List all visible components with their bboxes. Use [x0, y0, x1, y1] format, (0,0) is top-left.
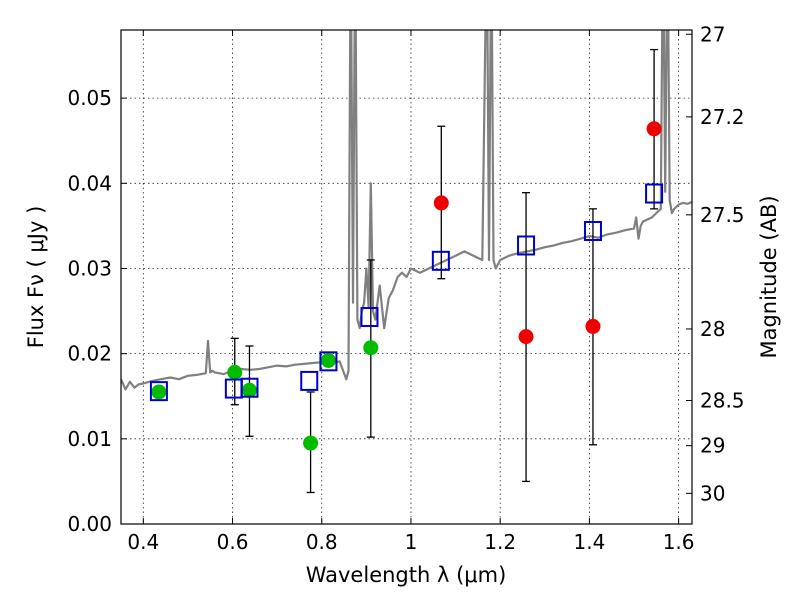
y-tick-label: 0.01 [67, 427, 112, 451]
y-tick-label: 0.03 [67, 256, 112, 280]
y-tick-label: 0.02 [67, 342, 112, 366]
right-tick-label: 30 [700, 481, 725, 505]
blue-square-point [431, 250, 450, 271]
plot-frame [120, 29, 693, 525]
y-axis-label: Flux Fν ( μJy ) [24, 206, 48, 349]
green-point [320, 352, 336, 368]
green-point [227, 364, 243, 380]
blue-square-point [360, 307, 379, 328]
error-bars [230, 48, 659, 494]
green-point [241, 382, 257, 398]
right-tick-label: 27 [700, 22, 725, 46]
blue-square-point [517, 235, 536, 256]
y-tick-label: 0.05 [67, 86, 112, 110]
green-point [151, 384, 167, 400]
blue-square-point [583, 221, 602, 242]
y-tick-label: 0.04 [67, 171, 112, 195]
blue-square-point [645, 183, 664, 204]
ticks: 0.4 0.6 0.8 1 1.2 1.4 1.6 0.00 0.01 0.02 0.03 0.04 0… [67, 22, 744, 554]
x-tick-label: 1 [405, 530, 418, 554]
blue-square-point [149, 381, 168, 402]
right-tick-label: 27.2 [700, 105, 745, 129]
y-tick-label: 0.00 [67, 512, 112, 536]
x-tick-label: 0.4 [127, 530, 159, 554]
blue-square-point [319, 351, 338, 372]
blue-square-point [240, 377, 259, 398]
x-tick-label: 0.6 [217, 530, 249, 554]
green-point [303, 435, 319, 451]
red-point [518, 329, 534, 345]
blue-square-point [224, 378, 243, 399]
right-tick-label: 28 [700, 317, 725, 341]
x-tick-label: 1.6 [663, 530, 695, 554]
right-tick-label: 29 [700, 434, 725, 458]
x-axis-label: Wavelength λ (μm) [306, 563, 507, 587]
red-point [585, 318, 601, 334]
x-tick-label: 0.8 [306, 530, 338, 554]
green-point [363, 340, 379, 356]
red-point [646, 121, 662, 137]
data-markers [149, 121, 664, 451]
x-tick-label: 1.2 [484, 530, 516, 554]
model-spectrum-line [121, 30, 692, 391]
right-tick-label: 28.5 [700, 389, 745, 413]
model-spectrum [121, 30, 692, 391]
right-tick-label: 27.5 [700, 203, 745, 227]
red-point [433, 195, 449, 211]
blue-square-point [300, 370, 319, 391]
x-tick-label: 1.4 [573, 530, 605, 554]
y-axis-right-label: Magnitude (AB) [757, 195, 781, 358]
